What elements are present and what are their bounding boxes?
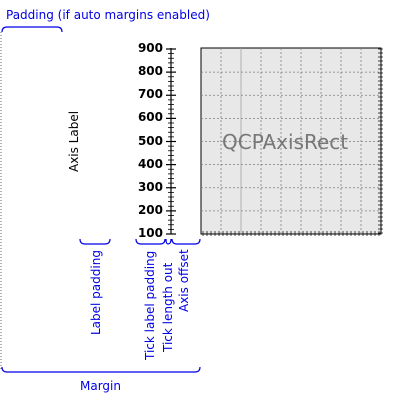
margin-label: Margin: [80, 379, 121, 393]
tick-length-out-label: Tick length out: [161, 263, 175, 352]
tick-marks: [166, 49, 176, 234]
tick-length-brace: [166, 239, 171, 244]
tick-label: 800: [123, 64, 163, 78]
label-padding-brace: [80, 239, 110, 244]
label-padding-label: Label padding: [89, 250, 103, 335]
tick-label: 300: [123, 180, 163, 194]
axis-offset-label: Axis offset: [177, 249, 191, 312]
axis-rect-caption: QCPAxisRect: [222, 130, 348, 154]
tick-label-padding-label: Tick label padding: [143, 251, 157, 360]
tick-label: 700: [123, 87, 163, 101]
axis-label: Axis Label: [67, 111, 81, 172]
tick-label: 600: [123, 110, 163, 124]
tick-label: 200: [123, 203, 163, 217]
padding-brace: [2, 27, 62, 32]
tick-label: 500: [123, 134, 163, 148]
tick-label: 900: [123, 41, 163, 55]
tick-label: 400: [123, 157, 163, 171]
axis-offset-brace: [172, 239, 200, 244]
tick-label: 100: [123, 226, 163, 240]
margin-brace: [2, 367, 200, 372]
